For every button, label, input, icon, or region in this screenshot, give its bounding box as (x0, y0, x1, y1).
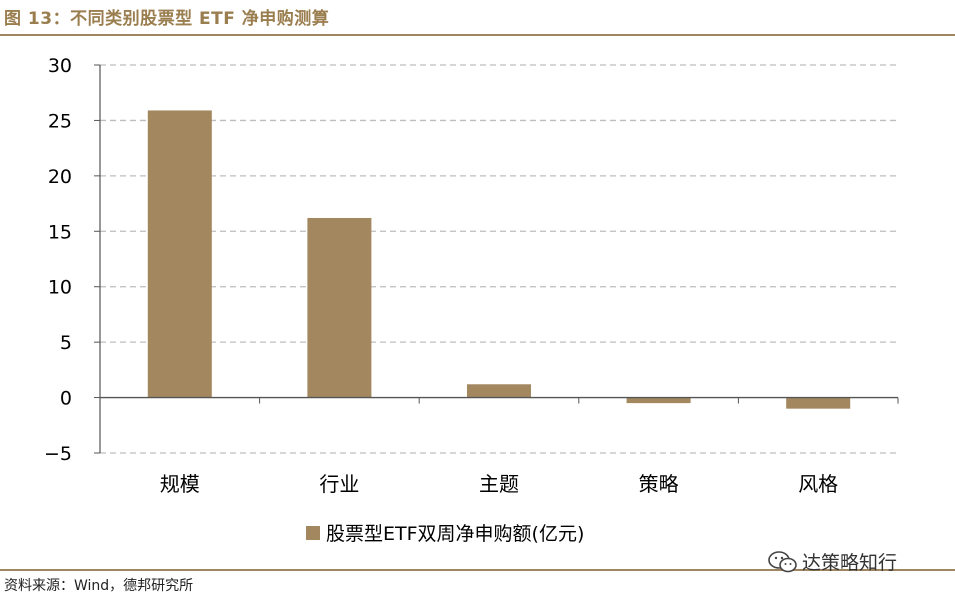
y-tick-label: 10 (48, 277, 72, 299)
category-label: 策略 (639, 472, 679, 496)
figure-title: 图 13：不同类别股票型 ETF 净申购测算 (4, 9, 330, 29)
legend: 股票型ETF双周净申购额(亿元) (306, 523, 584, 545)
watermark-text: 达策略知行 (802, 552, 898, 574)
bar (786, 397, 851, 409)
y-tick-label: 0 (60, 388, 72, 410)
legend-label: 股票型ETF双周净申购额(亿元) (326, 523, 584, 545)
source-note: 资料来源：Wind，德邦研究所 (4, 578, 194, 594)
y-tick-label: 20 (48, 166, 72, 188)
bar (307, 217, 372, 398)
category-label: 规模 (160, 472, 200, 496)
axes (94, 64, 899, 454)
y-tick-labels: −5 0 5 10 15 20 25 30 (44, 55, 72, 465)
wechat-icon (768, 550, 797, 572)
top-rule (0, 34, 955, 36)
y-tick-label: 25 (48, 110, 72, 132)
bars (147, 110, 851, 409)
y-tick-label: 5 (60, 332, 72, 354)
category-label: 行业 (319, 472, 359, 496)
bar (467, 384, 531, 398)
category-label: 风格 (798, 472, 838, 496)
y-tick-label: −5 (44, 443, 72, 465)
watermark: 达策略知行 (768, 548, 897, 575)
grid-lines (100, 64, 898, 454)
y-tick-label: 30 (48, 55, 72, 77)
category-labels: 规模 行业 主题 策略 风格 (160, 472, 838, 496)
bar (626, 397, 691, 404)
legend-swatch (306, 526, 320, 540)
y-tick-label: 15 (48, 221, 72, 243)
category-label: 主题 (479, 472, 519, 496)
bottom-rule (0, 569, 955, 571)
bar (147, 110, 212, 398)
